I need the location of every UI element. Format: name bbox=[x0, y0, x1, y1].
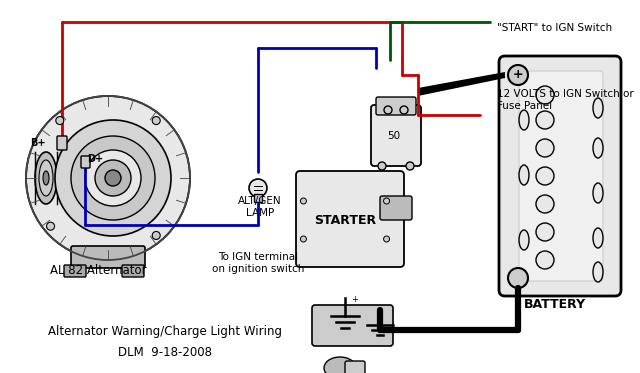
Circle shape bbox=[536, 86, 554, 104]
Circle shape bbox=[508, 65, 528, 85]
Text: D+: D+ bbox=[87, 154, 103, 164]
FancyBboxPatch shape bbox=[376, 97, 416, 115]
Text: B+: B+ bbox=[31, 138, 46, 148]
FancyBboxPatch shape bbox=[57, 136, 67, 150]
Circle shape bbox=[95, 160, 131, 196]
Circle shape bbox=[152, 232, 160, 239]
Ellipse shape bbox=[593, 262, 603, 282]
Ellipse shape bbox=[593, 183, 603, 203]
Text: DLM  9-18-2008: DLM 9-18-2008 bbox=[118, 345, 212, 358]
Text: 50: 50 bbox=[387, 131, 401, 141]
Ellipse shape bbox=[35, 152, 57, 204]
Text: Alternator Warning/Charge Light Wiring: Alternator Warning/Charge Light Wiring bbox=[48, 326, 282, 339]
Circle shape bbox=[536, 223, 554, 241]
FancyBboxPatch shape bbox=[81, 156, 90, 168]
FancyBboxPatch shape bbox=[371, 105, 421, 166]
Ellipse shape bbox=[519, 165, 529, 185]
Circle shape bbox=[300, 198, 307, 204]
Text: "START" to IGN Switch: "START" to IGN Switch bbox=[497, 23, 612, 33]
Ellipse shape bbox=[519, 110, 529, 130]
Circle shape bbox=[383, 236, 390, 242]
Circle shape bbox=[56, 116, 64, 125]
Ellipse shape bbox=[43, 171, 49, 185]
FancyBboxPatch shape bbox=[254, 194, 262, 202]
FancyBboxPatch shape bbox=[345, 361, 365, 373]
Circle shape bbox=[384, 106, 392, 114]
Ellipse shape bbox=[593, 138, 603, 158]
Circle shape bbox=[508, 268, 528, 288]
Text: ALT/GEN
LAMP: ALT/GEN LAMP bbox=[238, 195, 282, 218]
FancyBboxPatch shape bbox=[380, 196, 412, 220]
Circle shape bbox=[400, 106, 408, 114]
Circle shape bbox=[85, 150, 141, 206]
FancyBboxPatch shape bbox=[64, 265, 86, 277]
Ellipse shape bbox=[39, 160, 53, 196]
Ellipse shape bbox=[519, 230, 529, 250]
Circle shape bbox=[383, 198, 390, 204]
Ellipse shape bbox=[593, 228, 603, 248]
Circle shape bbox=[105, 170, 121, 186]
Circle shape bbox=[536, 195, 554, 213]
FancyBboxPatch shape bbox=[296, 171, 404, 267]
FancyBboxPatch shape bbox=[71, 246, 145, 268]
FancyBboxPatch shape bbox=[519, 71, 603, 281]
Text: BATTERY: BATTERY bbox=[524, 298, 586, 311]
Circle shape bbox=[47, 222, 54, 230]
FancyBboxPatch shape bbox=[499, 56, 621, 296]
Text: AL 82 Alternator: AL 82 Alternator bbox=[50, 263, 147, 276]
Circle shape bbox=[536, 251, 554, 269]
Ellipse shape bbox=[593, 98, 603, 118]
Text: STARTER: STARTER bbox=[314, 213, 376, 226]
Circle shape bbox=[536, 139, 554, 157]
FancyBboxPatch shape bbox=[122, 265, 144, 277]
Circle shape bbox=[71, 136, 155, 220]
FancyBboxPatch shape bbox=[312, 305, 393, 346]
Text: 12 VOLTS to IGN Switch or
Fuse Panel: 12 VOLTS to IGN Switch or Fuse Panel bbox=[497, 89, 634, 111]
Text: +: + bbox=[351, 295, 358, 304]
Circle shape bbox=[536, 167, 554, 185]
Circle shape bbox=[55, 120, 171, 236]
Circle shape bbox=[378, 162, 386, 170]
Circle shape bbox=[300, 236, 307, 242]
Text: +: + bbox=[513, 69, 524, 81]
Polygon shape bbox=[418, 72, 505, 96]
Text: To IGN terminal
on ignition switch: To IGN terminal on ignition switch bbox=[212, 252, 304, 275]
Circle shape bbox=[249, 179, 267, 197]
Circle shape bbox=[152, 116, 160, 125]
Circle shape bbox=[406, 162, 414, 170]
Ellipse shape bbox=[324, 357, 356, 373]
Circle shape bbox=[26, 96, 190, 260]
Circle shape bbox=[536, 111, 554, 129]
